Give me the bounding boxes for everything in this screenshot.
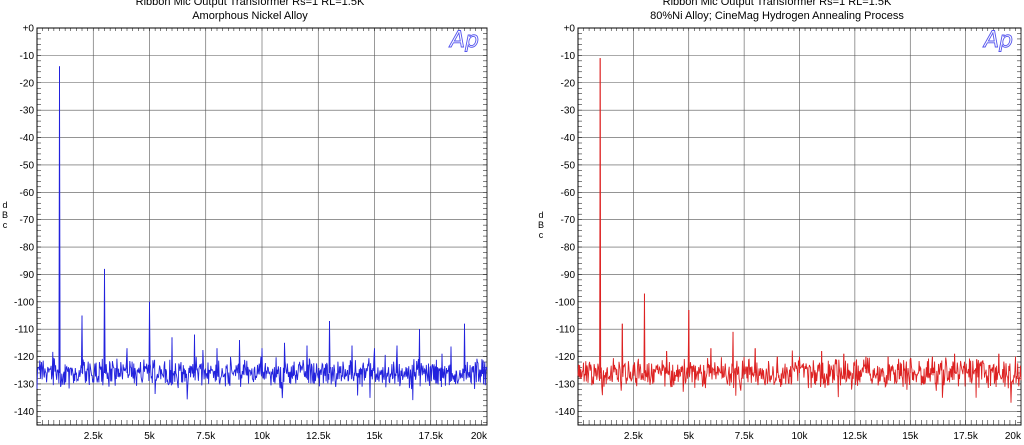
harmonic-peaks <box>599 58 1000 373</box>
y-tick-label: -50 <box>561 160 576 171</box>
chart-panel-amorphous: Ribbon Mic Output Transformer Rs=1 RL=1.… <box>0 0 500 445</box>
x-tick-label: 20k <box>1005 431 1022 442</box>
chart-panel-80ni: Ribbon Mic Output Transformer Rs=1 RL=1.… <box>530 0 1024 445</box>
y-tick-label: -130 <box>14 379 34 390</box>
y-tick-label: -140 <box>14 407 34 418</box>
y-tick-label: -20 <box>20 78 35 89</box>
y-tick-label: +0 <box>564 24 576 35</box>
x-tick-labels: 2.5k 5k 7.5k 10k 12.5k 15k 17.5k 20k <box>624 431 1022 442</box>
chart-subtitle: Amorphous Nickel Alloy <box>192 10 308 22</box>
x-tick-label: 15k <box>902 431 919 442</box>
ap-logo: Ap <box>982 28 1013 53</box>
x-tick-label: 5k <box>683 431 695 442</box>
y-tick-label: -100 <box>555 297 575 308</box>
y-tick-label: -30 <box>561 106 576 117</box>
spectrum-trace <box>36 66 488 401</box>
x-tick-label: 12.5k <box>306 431 331 442</box>
minor-ticks <box>36 27 488 425</box>
grid <box>578 28 1022 425</box>
y-tick-label: -80 <box>20 243 35 254</box>
x-tick-label: 17.5k <box>419 431 444 442</box>
y-tick-label: -140 <box>555 407 575 418</box>
y-tick-label: -30 <box>20 106 35 117</box>
y-tick-label: -70 <box>561 215 576 226</box>
y-tick-label: -50 <box>20 160 35 171</box>
x-tick-label: 2.5k <box>84 431 104 442</box>
harmonic-peaks <box>59 66 465 373</box>
y-tick-label: -80 <box>561 243 576 254</box>
y-tick-label: -60 <box>561 188 576 199</box>
x-tick-label: 20k <box>471 431 488 442</box>
x-tick-label: 7.5k <box>196 431 216 442</box>
y-tick-label: -70 <box>20 215 35 226</box>
y-tick-label: -130 <box>555 379 575 390</box>
y-tick-label: -90 <box>20 270 35 281</box>
y-tick-label: -120 <box>14 352 34 363</box>
chart-title: Ribbon Mic Output Transformer Rs=1 RL=1.… <box>135 0 365 8</box>
y-tick-label: -110 <box>556 325 576 336</box>
y-tick-label: -10 <box>561 51 576 62</box>
y-tick-label: -100 <box>14 297 34 308</box>
x-tick-label: 10k <box>254 431 271 442</box>
y-tick-label: -110 <box>15 325 35 336</box>
y-tick-label: +0 <box>23 24 35 35</box>
y-tick-labels: +0 -10 -20 -30 -40 -50 -60 -70 -80 -90 -100 -110 -12… <box>14 24 34 418</box>
y-tick-label: -60 <box>20 188 35 199</box>
y-tick-label: -40 <box>20 133 35 144</box>
y-tick-label: -90 <box>561 270 576 281</box>
chart-plot: +0 -10 -20 -30 -40 -50 -60 -70 -80 -90 -100 -110 -12… <box>555 24 1022 443</box>
y-tick-label: -120 <box>555 352 575 363</box>
y-tick-label: -10 <box>20 51 35 62</box>
x-tick-label: 5k <box>144 431 156 442</box>
x-tick-label: 10k <box>791 431 808 442</box>
x-tick-label: 2.5k <box>624 431 644 442</box>
x-tick-label: 12.5k <box>843 431 868 442</box>
chart-plot: +0 -10 -20 -30 -40 -50 -60 -70 -80 -90 -100 -110 -12… <box>14 24 488 443</box>
x-tick-label: 7.5k <box>735 431 755 442</box>
chart-subtitle: 80%Ni Alloy; CineMag Hydrogen Annealing … <box>650 10 904 22</box>
y-tick-labels: +0 -10 -20 -30 -40 -50 -60 -70 -80 -90 -100 -110 -12… <box>555 24 575 418</box>
y-tick-label: -20 <box>561 78 576 89</box>
x-tick-labels: 2.5k 5k 7.5k 10k 12.5k 15k 17.5k 20k <box>84 431 488 442</box>
x-tick-label: 17.5k <box>953 431 978 442</box>
minor-ticks <box>577 27 1022 425</box>
x-tick-label: 15k <box>366 431 383 442</box>
chart-title: Ribbon Mic Output Transformer Rs=1 RL=1.… <box>662 0 892 8</box>
ap-logo: Ap <box>448 28 479 53</box>
y-tick-label: -40 <box>561 133 576 144</box>
